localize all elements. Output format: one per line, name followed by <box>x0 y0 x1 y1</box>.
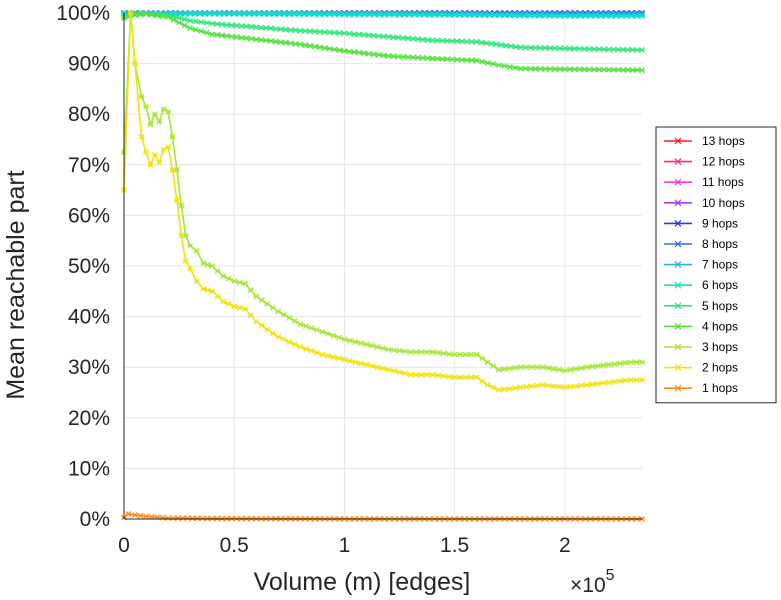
legend-entry: 11 hops <box>664 175 744 189</box>
legend-label: 8 hops <box>702 237 738 251</box>
y-tick-label: 100% <box>56 2 110 25</box>
legend-entry: 8 hops <box>664 237 738 251</box>
grid <box>123 12 642 520</box>
y-tick-label: 70% <box>68 154 110 177</box>
x-tick-label: 1 <box>339 534 351 557</box>
series-1-hops <box>121 511 645 522</box>
y-tick-label: 40% <box>68 306 110 329</box>
y-tick-label: 0% <box>80 508 110 531</box>
x-tick-label: 1.5 <box>440 534 469 557</box>
series-2-hops <box>121 10 645 393</box>
legend-label: 4 hops <box>702 319 738 333</box>
series-markers-3-hops <box>121 10 645 374</box>
y-tick-label: 90% <box>68 53 110 76</box>
legend-label: 13 hops <box>702 134 745 148</box>
x-axis-label: Volume (m) [edges] <box>254 568 471 596</box>
legend-entry: 4 hops <box>664 319 738 333</box>
legend: 13 hops 12 hops 11 hops 10 hops 9 hops 8 hops… <box>655 126 777 404</box>
legend-label: 10 hops <box>702 196 745 210</box>
legend-label: 3 hops <box>702 340 738 354</box>
x-multiplier-base: ×10 <box>570 574 606 597</box>
legend-entry: 12 hops <box>664 155 745 169</box>
x-axis-multiplier: ×105 <box>570 567 615 597</box>
x-multiplier-exponent: 5 <box>606 567 615 584</box>
legend-entry: 13 hops <box>664 134 745 148</box>
legend-entry: 7 hops <box>664 258 738 272</box>
series-5-hops <box>121 10 645 53</box>
series-markers-1-hops <box>121 511 645 522</box>
series-3-hops <box>121 10 645 374</box>
legend-entry: 9 hops <box>664 216 738 230</box>
legend-entry: 2 hops <box>664 361 738 375</box>
legend-entry: 6 hops <box>664 278 738 292</box>
x-tick-label: 2 <box>559 534 571 557</box>
legend-label: 12 hops <box>702 155 745 169</box>
y-tick-label: 10% <box>68 457 110 480</box>
legend-entry: 1 hops <box>664 381 738 395</box>
y-tick-label: 60% <box>68 204 110 227</box>
axes <box>123 13 642 520</box>
legend-label: 9 hops <box>702 216 738 230</box>
legend-entry: 5 hops <box>664 299 738 313</box>
legend-label: 11 hops <box>702 175 744 189</box>
legend-entry: 10 hops <box>664 196 745 210</box>
legend-entry: 3 hops <box>664 340 738 354</box>
tick-labels: 0% 10% 20% 30% 40% 50% 60% 70% 80% 90% 100% 0 0.5 1 1.… <box>56 2 570 557</box>
legend-label: 1 hops <box>702 381 738 395</box>
series-4-hops <box>121 11 645 74</box>
legend-label: 2 hops <box>702 361 738 375</box>
x-tick-label: 0 <box>118 534 130 557</box>
series-markers-2-hops <box>121 10 645 393</box>
legend-label: 5 hops <box>702 299 738 313</box>
y-tick-label: 80% <box>68 103 110 126</box>
series-markers-4-hops <box>121 11 645 74</box>
x-tick-label: 0.5 <box>220 534 249 557</box>
legend-label: 7 hops <box>702 258 738 272</box>
y-tick-label: 30% <box>68 356 110 379</box>
y-tick-label: 50% <box>68 255 110 278</box>
y-tick-label: 20% <box>68 407 110 430</box>
legend-label: 6 hops <box>702 278 738 292</box>
y-axis-label: Mean reachable part <box>2 170 30 399</box>
